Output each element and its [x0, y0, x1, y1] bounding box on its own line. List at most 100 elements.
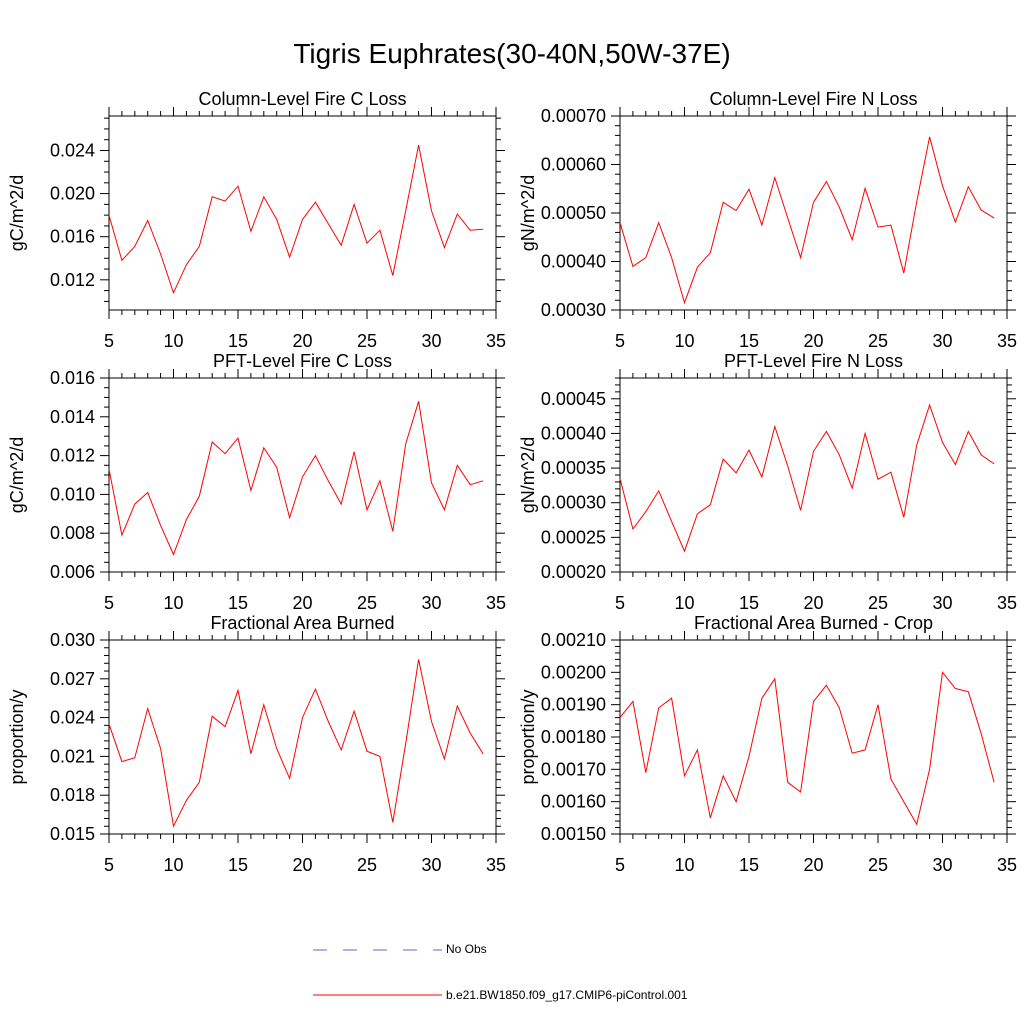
- y-axis-label: gN/m^2/d: [518, 175, 538, 251]
- page-title: Tigris Euphrates(30-40N,50W-37E): [293, 38, 731, 69]
- y-tick-label: 0.012: [50, 446, 95, 466]
- x-tick-label: 25: [357, 593, 377, 613]
- x-tick-label: 20: [803, 331, 823, 351]
- x-tick-label: 35: [486, 855, 506, 875]
- x-tick-label: 35: [997, 593, 1017, 613]
- y-tick-label: 0.015: [50, 824, 95, 844]
- x-tick-label: 30: [421, 855, 441, 875]
- x-tick-label: 25: [357, 331, 377, 351]
- y-tick-label: 0.00035: [541, 458, 606, 478]
- plot-frame: [108, 377, 497, 573]
- chart-title: Fractional Area Burned - Crop: [694, 613, 933, 633]
- y-axis-label: gN/m^2/d: [518, 437, 538, 513]
- legend-label-no-obs: No Obs: [446, 942, 487, 956]
- x-tick-label: 25: [868, 593, 888, 613]
- y-tick-label: 0.00025: [541, 527, 606, 547]
- x-tick-label: 5: [615, 331, 625, 351]
- x-tick-label: 25: [868, 855, 888, 875]
- x-tick-label: 10: [674, 331, 694, 351]
- x-tick-label: 35: [486, 593, 506, 613]
- x-tick-label: 30: [932, 593, 952, 613]
- chart-panel-6: Fractional Area Burned - Crop proportion/…: [518, 613, 1017, 875]
- x-tick-label: 15: [739, 855, 759, 875]
- chart-panel-4: PFT-Level Fire N Loss gN/m^2/d 5 10 15 20 25 30…: [518, 351, 1017, 613]
- x-tick-label: 20: [803, 855, 823, 875]
- x-tick-label: 10: [674, 593, 694, 613]
- chart-title: Column-Level Fire N Loss: [709, 89, 917, 109]
- y-tick-label: 0.00040: [541, 252, 606, 272]
- x-tick-label: 20: [292, 855, 312, 875]
- y-tick-label: 0.016: [50, 227, 95, 247]
- y-tick-label: 0.00020: [541, 562, 606, 582]
- y-tick-label: 0.00060: [541, 155, 606, 175]
- series-line: [619, 671, 995, 826]
- x-tick-label: 35: [997, 855, 1017, 875]
- y-axis-label: gC/m^2/d: [7, 175, 27, 251]
- y-tick-label: 0.00160: [541, 792, 606, 812]
- x-tick-label: 5: [104, 331, 114, 351]
- y-tick-label: 0.00170: [541, 759, 606, 779]
- plot-frame: [108, 115, 497, 311]
- x-tick-label: 10: [163, 331, 183, 351]
- y-axis-label: gC/m^2/d: [7, 437, 27, 513]
- y-tick-label: 0.00030: [541, 493, 606, 513]
- x-tick-label: 30: [932, 331, 952, 351]
- y-tick-label: 0.00070: [541, 106, 606, 126]
- x-tick-label: 35: [997, 331, 1017, 351]
- y-axis-label: proportion/y: [7, 689, 27, 784]
- x-tick-label: 5: [615, 593, 625, 613]
- x-tick-label: 5: [104, 855, 114, 875]
- y-tick-label: 0.00030: [541, 300, 606, 320]
- chart-title: PFT-Level Fire N Loss: [724, 351, 903, 371]
- y-tick-label: 0.024: [50, 140, 95, 160]
- y-axis-label: proportion/y: [518, 689, 538, 784]
- y-tick-label: 0.016: [50, 368, 95, 388]
- y-tick-label: 0.00210: [541, 630, 606, 650]
- y-tick-label: 0.00190: [541, 695, 606, 715]
- chart-panel-3: PFT-Level Fire C Loss gC/m^2/d 5 10 15 20 25 30…: [7, 351, 506, 613]
- x-tick-label: 15: [228, 855, 248, 875]
- x-tick-label: 10: [163, 855, 183, 875]
- x-tick-label: 5: [615, 855, 625, 875]
- x-tick-label: 15: [739, 593, 759, 613]
- chart-panel-5: Fractional Area Burned proportion/y 5 10 15 2…: [7, 613, 506, 875]
- chart-title: Fractional Area Burned: [210, 613, 394, 633]
- x-tick-label: 20: [803, 593, 823, 613]
- y-tick-label: 0.014: [50, 407, 95, 427]
- series-line: [108, 145, 484, 295]
- x-tick-label: 30: [932, 855, 952, 875]
- x-tick-label: 25: [868, 331, 888, 351]
- y-tick-label: 0.008: [50, 523, 95, 543]
- x-tick-label: 20: [292, 593, 312, 613]
- x-tick-label: 15: [228, 331, 248, 351]
- x-tick-label: 10: [163, 593, 183, 613]
- chart-panel-2: Column-Level Fire N Loss gN/m^2/d 5 10 15 20 2…: [518, 89, 1017, 351]
- x-tick-label: 15: [739, 331, 759, 351]
- series-line: [619, 403, 995, 553]
- legend-label-model: b.e21.BW1850.f09_g17.CMIP6-piControl.001: [446, 988, 688, 1002]
- y-tick-label: 0.010: [50, 484, 95, 504]
- series-line: [619, 136, 995, 305]
- x-tick-label: 25: [357, 855, 377, 875]
- y-tick-label: 0.027: [50, 669, 95, 689]
- chart-title: Column-Level Fire C Loss: [198, 89, 406, 109]
- x-tick-label: 15: [228, 593, 248, 613]
- y-tick-label: 0.006: [50, 562, 95, 582]
- x-tick-label: 10: [674, 855, 694, 875]
- y-tick-label: 0.00180: [541, 727, 606, 747]
- y-tick-label: 0.020: [50, 184, 95, 204]
- x-tick-label: 5: [104, 593, 114, 613]
- y-tick-label: 0.021: [50, 746, 95, 766]
- y-tick-label: 0.00050: [541, 203, 606, 223]
- chart-title: PFT-Level Fire C Loss: [213, 351, 392, 371]
- y-tick-label: 0.018: [50, 785, 95, 805]
- x-tick-label: 30: [421, 593, 441, 613]
- plot-frame: [108, 639, 497, 835]
- series-line: [108, 659, 484, 828]
- plot-frame: [619, 377, 1008, 573]
- series-line: [108, 401, 484, 556]
- y-tick-label: 0.00150: [541, 824, 606, 844]
- y-tick-label: 0.030: [50, 630, 95, 650]
- y-tick-label: 0.00040: [541, 423, 606, 443]
